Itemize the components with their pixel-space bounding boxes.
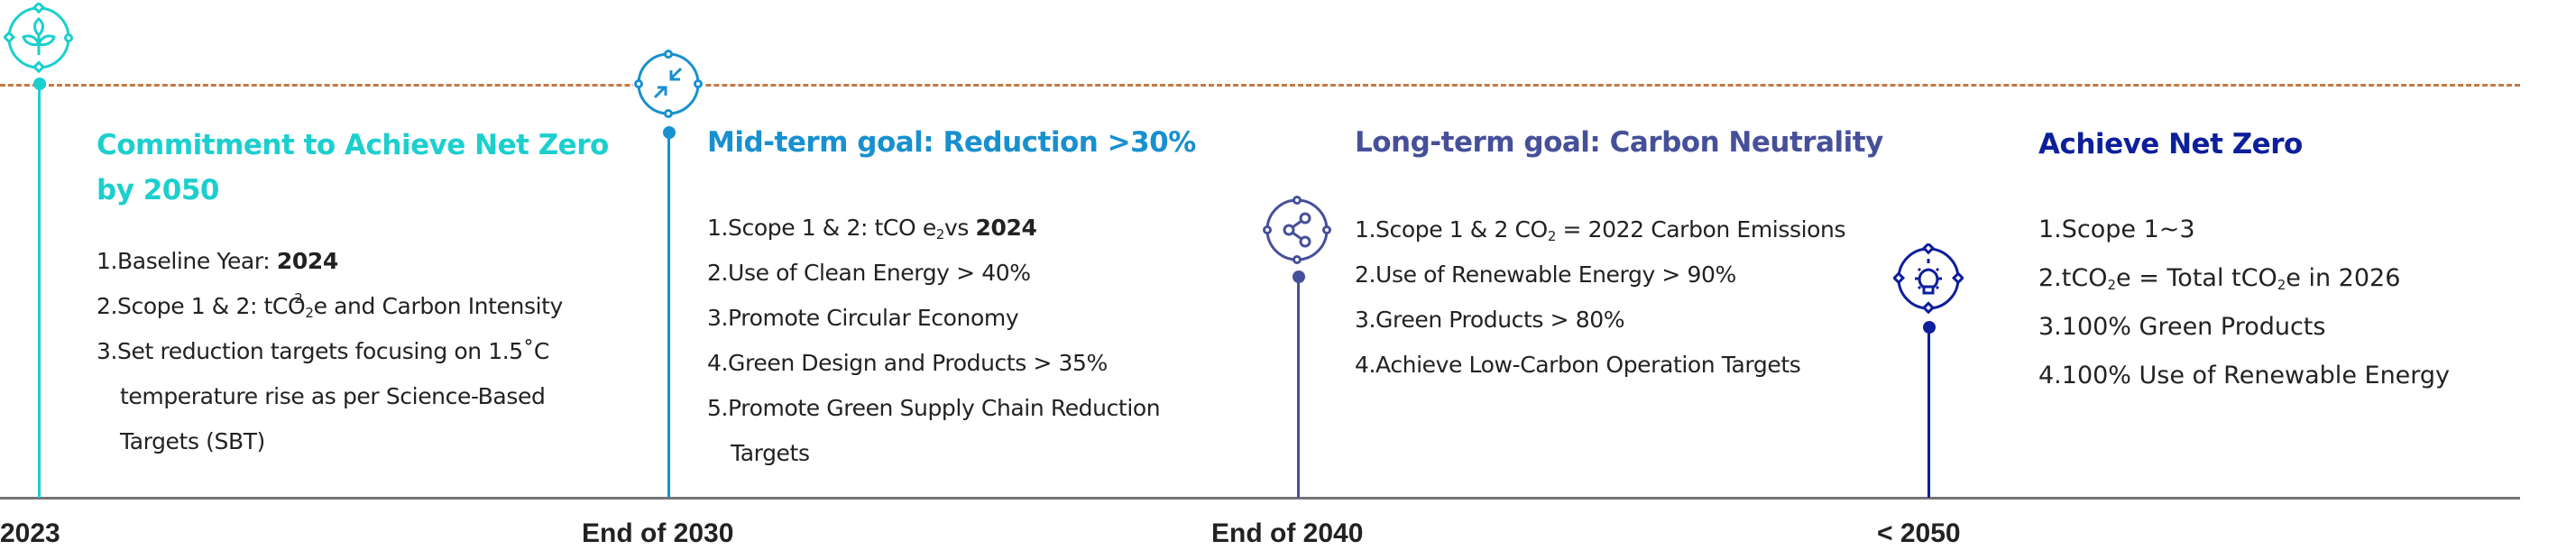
compress-arrows-icon [633,49,704,119]
list-item: 1.Baseline Year: 2024 [97,248,338,274]
stage1-stem [38,85,41,498]
stage3-items: 1.Scope 1 & 2 CO2 = 2022 Carbon Emission… [1355,207,1845,388]
stage1-title-line2: by 2050 [97,174,219,206]
list-item: 2.Use of Clean Energy > 40% [707,260,1031,286]
stage1-title-line1: Commitment to Achieve Net Zero [97,129,609,161]
stage1-stem-dot [33,78,46,90]
stage2-title: Mid-term goal: Reduction >30% [707,126,1196,159]
list-item: 3.Green Products > 80% [1355,307,1625,333]
list-item: 2.Use of Renewable Energy > 90% [1355,261,1736,288]
time-label-2040: End of 2040 [1211,518,1364,548]
stage4-items: 1.Scope 1~3 2.tCO2e = Total tCO2e in 202… [2038,206,2450,400]
lightbulb-icon [1893,243,1964,314]
stage2-items: 1.Scope 1 & 2: tCO e2vs 2024 2.Use of Cl… [707,206,1161,476]
stage4-title: Achieve Net Zero [2038,128,2303,160]
list-item: 5.Promote Green Supply Chain Reduction Ta… [707,395,1161,466]
list-item: 3.Promote Circular Economy [707,305,1019,331]
stage3-stem-dot [1293,270,1305,283]
stage1-items: 1.Baseline Year: 2024 2.Scope 1 & 2: tCO… [97,239,563,464]
list-item: 4.Green Design and Products > 35% [707,350,1108,376]
stage4-stem [1927,328,1930,498]
list-item: 3.Set reduction targets focusing on 1.5˚… [97,338,549,454]
list-item: 4.Achieve Low-Carbon Operation Targets [1355,352,1801,378]
stage4-stem-dot [1923,321,1936,334]
list-item: 3.100% Green Products [2038,313,2326,341]
list-item: 1.Scope 1 & 2: tCO e2vs 2024 [707,215,1037,243]
stage1-title: Commitment to Achieve Net Zero by 2050 [97,123,609,213]
dashed-guide-line [0,84,2520,87]
sprout-icon [4,3,74,73]
time-label-2050: < 2050 [1877,518,1961,548]
share-nodes-icon [1262,195,1332,265]
stage3-title: Long-term goal: Carbon Neutrality [1355,126,1883,159]
list-item: 1.Scope 1~3 [2038,215,2195,243]
time-label-2030: End of 2030 [582,518,734,548]
timeline-axis [0,497,2520,500]
stage2-stem [667,133,670,498]
list-item: 1.Scope 1 & 2 CO2 = 2022 Carbon Emission… [1355,216,1846,244]
stage2-stem-dot [663,126,676,139]
list-item: 2.Scope 1 & 2: tCO22e and Carbon Intensi… [97,290,563,321]
list-item: 4.100% Use of Renewable Energy [2038,362,2451,390]
time-label-2023: 2023 [0,518,60,548]
stage3-stem [1297,278,1300,498]
list-item: 2.tCO2e = Total tCO2e in 2026 [2038,264,2401,293]
